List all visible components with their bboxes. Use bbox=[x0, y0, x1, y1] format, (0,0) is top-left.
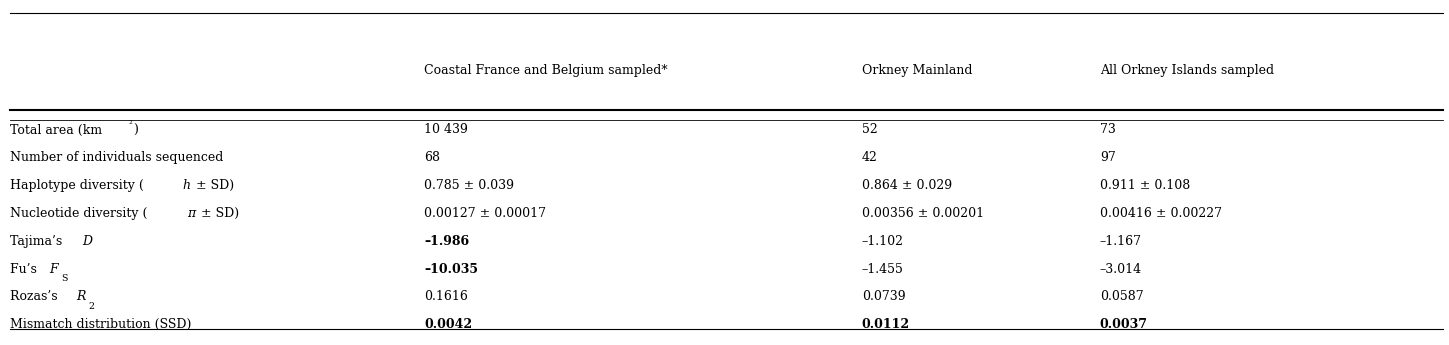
Text: –1.986: –1.986 bbox=[425, 235, 469, 248]
Text: 0.785 ± 0.039: 0.785 ± 0.039 bbox=[425, 179, 514, 192]
Text: D: D bbox=[83, 235, 93, 248]
Text: ± SD): ± SD) bbox=[197, 207, 239, 220]
Text: Orkney Mainland: Orkney Mainland bbox=[862, 64, 972, 77]
Text: 2: 2 bbox=[88, 302, 94, 311]
Text: 73: 73 bbox=[1100, 124, 1116, 137]
Text: All Orkney Islands sampled: All Orkney Islands sampled bbox=[1100, 64, 1274, 77]
Text: ²: ² bbox=[129, 120, 132, 129]
Text: 0.0042: 0.0042 bbox=[425, 318, 472, 331]
Text: S: S bbox=[61, 274, 67, 283]
Text: R: R bbox=[77, 290, 85, 304]
Text: Coastal France and Belgium sampled*: Coastal France and Belgium sampled* bbox=[425, 64, 668, 77]
Text: 42: 42 bbox=[862, 151, 878, 164]
Text: 0.864 ± 0.029: 0.864 ± 0.029 bbox=[862, 179, 952, 192]
Text: 0.911 ± 0.108: 0.911 ± 0.108 bbox=[1100, 179, 1190, 192]
Text: π: π bbox=[187, 207, 196, 220]
Text: 0.0587: 0.0587 bbox=[1100, 290, 1143, 304]
Text: 10 439: 10 439 bbox=[425, 124, 468, 137]
Text: 52: 52 bbox=[862, 124, 878, 137]
Text: ± SD): ± SD) bbox=[193, 179, 235, 192]
Text: 0.00127 ± 0.00017: 0.00127 ± 0.00017 bbox=[425, 207, 546, 220]
Text: 0.00356 ± 0.00201: 0.00356 ± 0.00201 bbox=[862, 207, 984, 220]
Text: Mismatch distribution (SSD): Mismatch distribution (SSD) bbox=[10, 318, 191, 331]
Text: –10.035: –10.035 bbox=[425, 263, 478, 276]
Text: –1.455: –1.455 bbox=[862, 263, 904, 276]
Text: 97: 97 bbox=[1100, 151, 1116, 164]
Text: Number of individuals sequenced: Number of individuals sequenced bbox=[10, 151, 223, 164]
Text: Nucleotide diversity (: Nucleotide diversity ( bbox=[10, 207, 148, 220]
Text: –1.167: –1.167 bbox=[1100, 235, 1142, 248]
Text: 0.0112: 0.0112 bbox=[862, 318, 910, 331]
Text: –3.014: –3.014 bbox=[1100, 263, 1142, 276]
Text: ): ) bbox=[133, 124, 138, 137]
Text: Fu’s: Fu’s bbox=[10, 263, 41, 276]
Text: 0.0739: 0.0739 bbox=[862, 290, 906, 304]
Text: h: h bbox=[183, 179, 190, 192]
Text: F: F bbox=[49, 263, 58, 276]
Text: –1.102: –1.102 bbox=[862, 235, 904, 248]
Text: 68: 68 bbox=[425, 151, 440, 164]
Text: 0.1616: 0.1616 bbox=[425, 290, 468, 304]
Text: Total area (km: Total area (km bbox=[10, 124, 101, 137]
Text: Tajima’s: Tajima’s bbox=[10, 235, 67, 248]
Text: 0.00416 ± 0.00227: 0.00416 ± 0.00227 bbox=[1100, 207, 1222, 220]
Text: Haplotype diversity (: Haplotype diversity ( bbox=[10, 179, 143, 192]
Text: Rozas’s: Rozas’s bbox=[10, 290, 62, 304]
Text: 0.0037: 0.0037 bbox=[1100, 318, 1148, 331]
